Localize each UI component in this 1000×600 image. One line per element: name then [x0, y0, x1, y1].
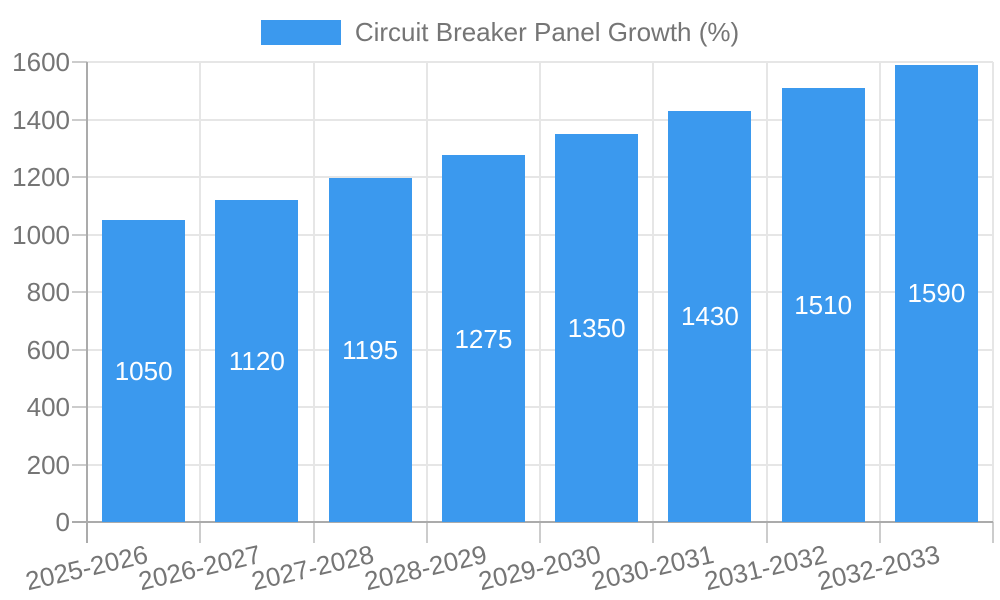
- gridline-v: [539, 62, 541, 522]
- bar-value-label: 1510: [794, 289, 853, 320]
- bar-value-label: 1590: [907, 278, 966, 309]
- x-tick-mark: [539, 522, 541, 543]
- y-axis-line: [86, 62, 88, 543]
- x-tick-mark: [765, 522, 768, 543]
- y-tick-label: 1400: [12, 104, 70, 135]
- bar-value-label: 1275: [454, 323, 513, 354]
- y-tick-label: 400: [26, 392, 70, 422]
- y-tick-label: 1600: [12, 47, 70, 77]
- gridline-v: [992, 62, 994, 522]
- y-tick-mark: [72, 176, 87, 178]
- y-tick-label: 600: [26, 334, 70, 365]
- y-tick-mark: [72, 61, 87, 63]
- y-tick-mark: [72, 463, 87, 466]
- bar: [894, 64, 978, 522]
- gridline-v: [765, 62, 768, 522]
- y-tick-mark: [72, 406, 87, 408]
- y-tick-mark: [72, 348, 87, 351]
- x-tick-mark: [878, 522, 881, 543]
- x-tick-mark: [199, 522, 202, 543]
- bar: [102, 220, 186, 522]
- x-tick-mark: [652, 522, 655, 543]
- bar: [441, 155, 525, 522]
- bar: [668, 110, 752, 522]
- y-tick-label: 1000: [12, 219, 70, 250]
- bar: [555, 133, 639, 522]
- gridline-v: [652, 62, 655, 522]
- gridline-v: [312, 62, 315, 522]
- bar: [328, 178, 412, 522]
- bar: [215, 200, 299, 522]
- x-tick-mark: [992, 522, 994, 543]
- y-tick-label: 200: [26, 449, 70, 480]
- x-tick-mark: [425, 522, 428, 543]
- y-tick-mark: [72, 118, 87, 121]
- gridline-v: [878, 62, 881, 522]
- bar: [781, 87, 865, 522]
- y-tick-mark: [72, 233, 87, 236]
- bar-value-label: 1430: [680, 301, 739, 332]
- y-tick-label: 800: [26, 277, 70, 307]
- gridline-v: [199, 62, 202, 522]
- bar-value-label: 1120: [228, 346, 285, 376]
- x-tick-mark: [312, 522, 315, 543]
- y-tick-label: 0: [55, 507, 70, 537]
- bar-value-label: 1050: [114, 356, 173, 387]
- x-axis-line: [72, 521, 993, 523]
- gridline-v: [425, 62, 428, 522]
- bar-value-label: 1195: [342, 335, 399, 366]
- y-tick-mark: [72, 291, 87, 293]
- y-tick-label: 1200: [12, 162, 70, 192]
- bar-value-label: 1350: [567, 312, 626, 343]
